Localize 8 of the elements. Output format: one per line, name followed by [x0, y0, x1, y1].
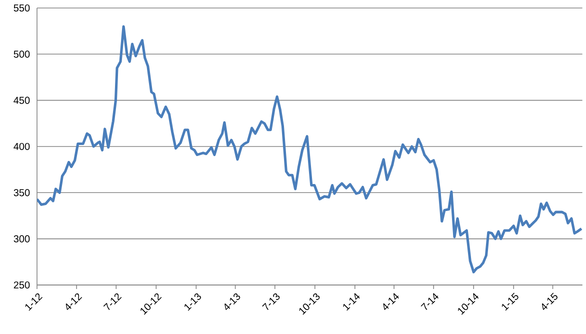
y-tick-label: 450	[14, 96, 30, 104]
y-tick-label: 500	[14, 50, 30, 58]
line-series	[37, 25, 582, 274]
y-tick-label: 350	[14, 189, 30, 196]
y-tick-label: 250	[14, 281, 30, 289]
y-tick-label: 550	[14, 4, 30, 12]
y-tick-label: 300	[14, 235, 30, 242]
y-tick-label: 400	[14, 142, 30, 150]
